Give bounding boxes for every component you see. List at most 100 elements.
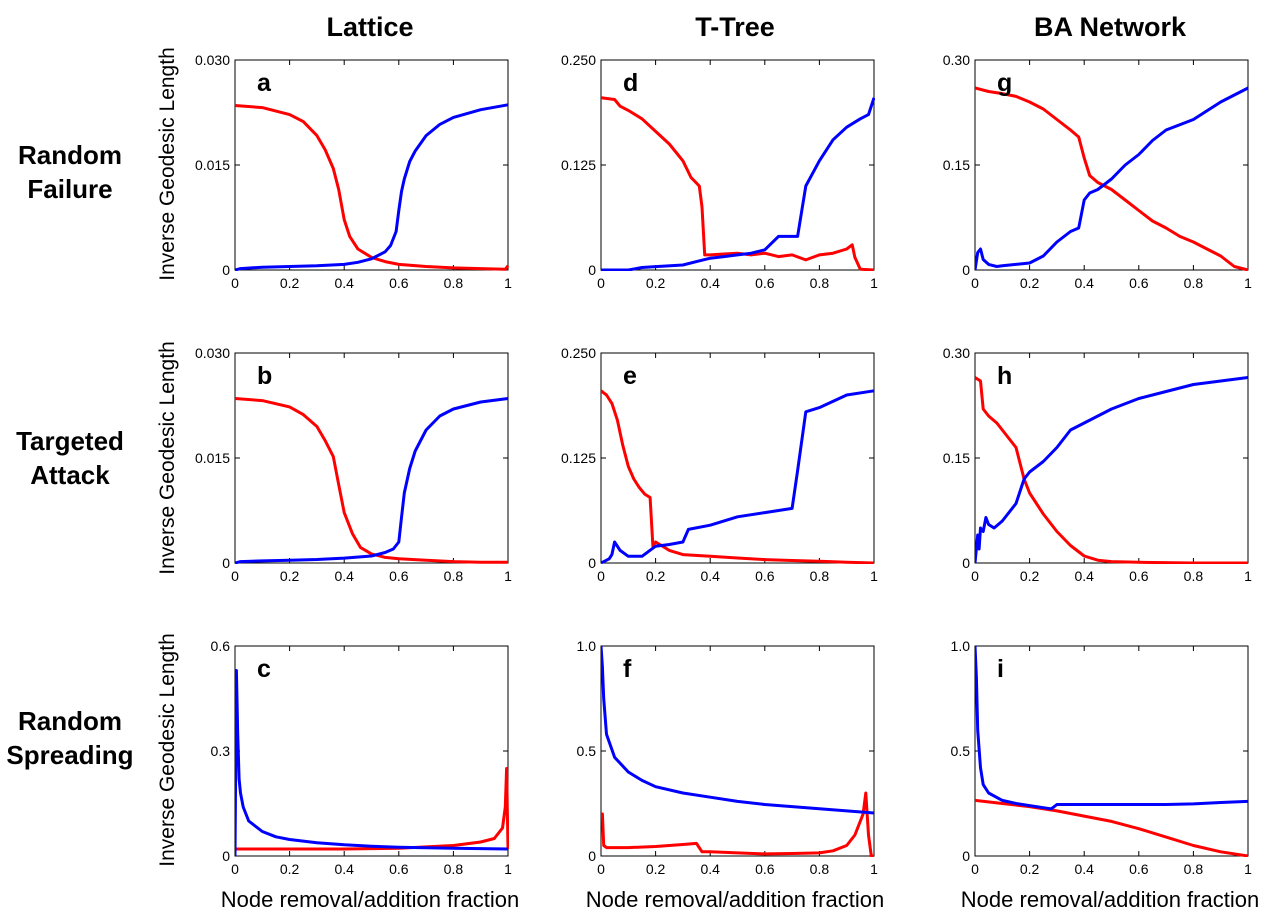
x-tick-label: 0: [231, 568, 239, 584]
x-tick-label: 1: [870, 861, 878, 877]
x-tick-label: 0.4: [700, 275, 720, 291]
series-line-addition: [601, 645, 875, 815]
row-title-random-spreading-line1: Random: [18, 706, 122, 736]
x-tick-label: 0.4: [334, 568, 354, 584]
panel-frame: [234, 59, 509, 271]
panel-letter: h: [997, 362, 1012, 390]
series-line-removal: [235, 104, 509, 271]
column-title-lattice: Lattice: [326, 12, 413, 42]
panel-letter: d: [623, 69, 638, 97]
panel-a: 0 0.2 0.4 0.6 0.8 1 0 0.015 0.030 a: [195, 52, 512, 291]
y-tick-label: 0.125: [561, 450, 596, 466]
x-tick-label: 0.2: [1020, 275, 1040, 291]
series-line-addition: [601, 97, 875, 271]
y-tick-label: 1.0: [951, 638, 971, 654]
column-title-ba-network: BA Network: [1034, 12, 1187, 42]
row-title-targeted-attack-line1: Targeted: [16, 426, 124, 456]
y-tick-label: 0.30: [943, 345, 970, 361]
x-tick-label: 0.8: [444, 861, 464, 877]
x-tick-label: 0.8: [810, 861, 830, 877]
x-tick-label: 0.6: [755, 275, 775, 291]
series-line-addition: [975, 376, 1249, 564]
y-tick-label: 0.15: [943, 450, 970, 466]
y-tick-label: 0: [962, 262, 970, 278]
panel-frame: [974, 352, 1249, 564]
panel-letter: i: [997, 655, 1004, 683]
series-line-addition: [235, 669, 509, 857]
panel-g: 0 0.2 0.4 0.6 0.8 1 0 0.15 0.30 g: [943, 52, 1252, 291]
x-tick-label: 0: [971, 568, 979, 584]
series-line-addition: [975, 86, 1249, 271]
x-tick-label: 0.6: [1129, 275, 1149, 291]
x-tick-label: 0: [597, 568, 605, 584]
x-tick-label: 0.6: [755, 568, 775, 584]
x-tick-label: 0.2: [1020, 568, 1040, 584]
x-tick-label: 1: [504, 568, 512, 584]
y-tick-label: 0.30: [943, 52, 970, 68]
x-tick-label: 0.4: [1074, 861, 1094, 877]
y-tick-label: 0.250: [561, 52, 596, 68]
series-line-removal: [235, 397, 508, 564]
x-tick-label: 0.8: [444, 568, 464, 584]
x-tick-label: 0: [971, 275, 979, 291]
series-line-removal: [601, 791, 874, 857]
series-line-removal: [975, 376, 1248, 564]
y-tick-label: 0: [222, 555, 230, 571]
y-tick-label: 0.015: [195, 157, 230, 173]
x-tick-label: 0.2: [280, 861, 300, 877]
y-tick-label: 0: [962, 555, 970, 571]
y-axis-label-row3: Inverse Geodesic Length: [156, 633, 179, 866]
y-tick-label: 0.250: [561, 345, 596, 361]
panel-h: 0 0.2 0.4 0.6 0.8 1 0 0.15 0.30 h: [943, 345, 1252, 584]
y-tick-label: 0.030: [195, 52, 230, 68]
series-line-removal: [975, 798, 1249, 857]
x-tick-label: 0: [971, 861, 979, 877]
row-title-random-failure-line1: Random: [18, 140, 122, 170]
x-tick-label: 1: [870, 568, 878, 584]
panel-frame: [234, 352, 509, 564]
x-tick-label: 1: [1244, 568, 1252, 584]
y-axis-label-row1: Inverse Geodesic Length: [156, 47, 179, 280]
series-line-addition: [235, 103, 509, 271]
series-line-addition: [235, 397, 509, 564]
x-tick-label: 0.2: [646, 275, 666, 291]
x-tick-label: 0.6: [1129, 568, 1149, 584]
series-line-addition: [975, 645, 1249, 811]
x-axis-label-col2: Node removal/addition fraction: [586, 887, 884, 912]
x-axis-label-col3: Node removal/addition fraction: [961, 887, 1259, 912]
x-tick-label: 0.4: [334, 275, 354, 291]
x-tick-label: 1: [870, 275, 878, 291]
panel-letter: b: [257, 362, 272, 390]
x-tick-label: 1: [504, 275, 512, 291]
panel-b: 0 0.2 0.4 0.6 0.8 1 0 0.015 0.030 b: [195, 345, 512, 584]
panel-frame: [974, 59, 1249, 271]
column-title-ttree: T-Tree: [695, 12, 775, 42]
x-tick-label: 0.6: [389, 861, 409, 877]
x-tick-label: 0.2: [1020, 861, 1040, 877]
x-tick-label: 0.8: [1184, 861, 1204, 877]
y-tick-label: 0: [222, 848, 230, 864]
y-tick-label: 0.15: [943, 157, 970, 173]
series-line-removal: [975, 86, 1249, 271]
x-tick-label: 1: [1244, 275, 1252, 291]
x-tick-label: 1: [504, 861, 512, 877]
x-tick-label: 0.4: [700, 861, 720, 877]
y-tick-label: 0: [962, 848, 970, 864]
y-tick-label: 0: [588, 848, 596, 864]
x-tick-label: 1: [1244, 861, 1252, 877]
y-tick-label: 0.125: [561, 157, 596, 173]
x-tick-label: 0.6: [755, 861, 775, 877]
x-tick-label: 0: [597, 275, 605, 291]
panel-d: 0 0.2 0.4 0.6 0.8 1 0 0.125 0.250 d: [561, 52, 878, 291]
x-tick-label: 0.8: [1184, 568, 1204, 584]
row-title-targeted-attack-line2: Attack: [30, 460, 110, 490]
panel-c: 0 0.2 0.4 0.6 0.8 1 0 0.3 0.6 c: [211, 638, 513, 877]
panel-letter: c: [257, 655, 271, 683]
x-tick-label: 0: [597, 861, 605, 877]
series-line-removal: [601, 389, 875, 564]
x-axis-label-col1: Node removal/addition fraction: [221, 887, 519, 912]
x-tick-label: 0: [231, 861, 239, 877]
panel-frame: [234, 645, 509, 857]
y-tick-label: 0: [588, 555, 596, 571]
